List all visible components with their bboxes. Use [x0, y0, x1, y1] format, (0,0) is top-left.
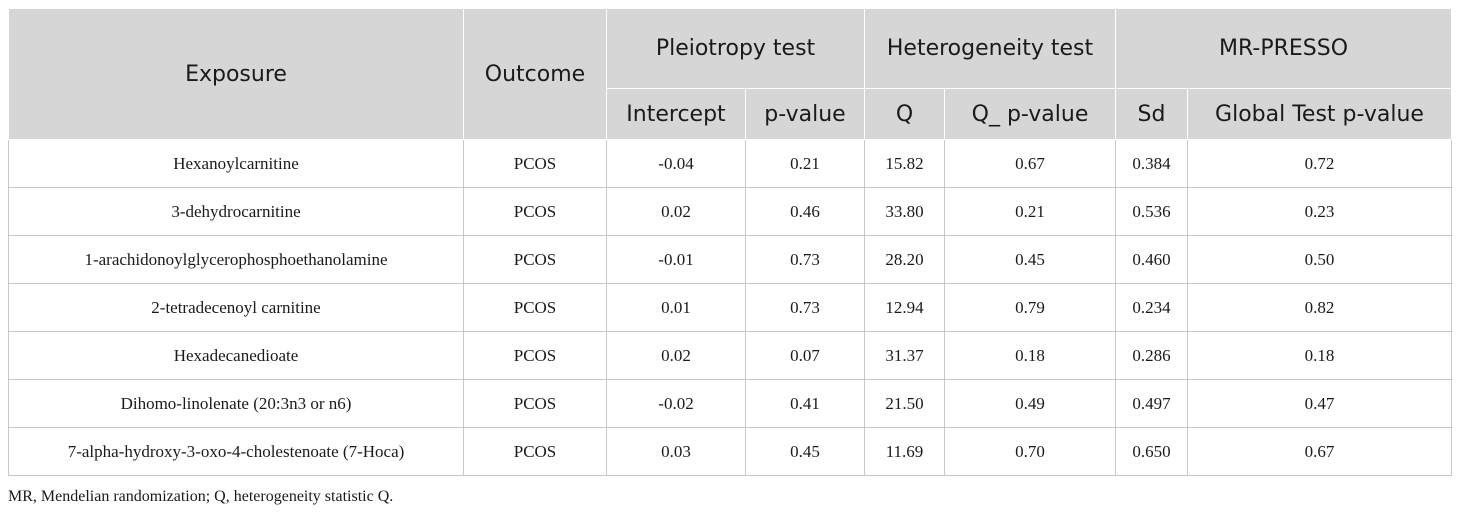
- header-p-value: p-value: [745, 88, 865, 140]
- table-row: 7-alpha-hydroxy-3-oxo-4-cholestenoate (7…: [8, 427, 1453, 476]
- cell-global-test-p-value: 0.50: [1186, 235, 1453, 284]
- header-global-test-p-value: Global Test p-value: [1186, 88, 1453, 140]
- cell-global-test-p-value: 0.18: [1186, 331, 1453, 380]
- header-q: Q: [864, 88, 945, 140]
- cell-q-p-value: 0.18: [944, 331, 1116, 380]
- cell-exposure: 2-tetradecenoyl carnitine: [8, 283, 464, 332]
- cell-q: 12.94: [864, 283, 945, 332]
- cell-p-value: 0.21: [745, 139, 865, 188]
- cell-sd: 0.384: [1115, 139, 1188, 188]
- cell-p-value: 0.46: [745, 187, 865, 236]
- cell-intercept: -0.01: [606, 235, 746, 284]
- header-exposure: Exposure: [8, 8, 464, 140]
- header-heterogeneity-test: Heterogeneity test: [864, 8, 1116, 89]
- table-row: Dihomo-linolenate (20:3n3 or n6) PCOS -0…: [8, 379, 1453, 428]
- cell-intercept: 0.03: [606, 427, 746, 476]
- cell-outcome: PCOS: [463, 139, 607, 188]
- cell-outcome: PCOS: [463, 427, 607, 476]
- cell-outcome: PCOS: [463, 187, 607, 236]
- cell-q: 33.80: [864, 187, 945, 236]
- cell-q: 15.82: [864, 139, 945, 188]
- cell-sd: 0.286: [1115, 331, 1188, 380]
- cell-intercept: 0.02: [606, 331, 746, 380]
- table-row: Hexanoylcarnitine PCOS -0.04 0.21 15.82 …: [8, 139, 1453, 188]
- cell-global-test-p-value: 0.47: [1186, 379, 1453, 428]
- header-outcome: Outcome: [463, 8, 607, 140]
- cell-sd: 0.460: [1115, 235, 1188, 284]
- results-table: Exposure Outcome Pleiotropy test Heterog…: [8, 8, 1453, 476]
- header-pleiotropy-test: Pleiotropy test: [606, 8, 865, 89]
- header-mr-presso: MR-PRESSO: [1114, 8, 1453, 89]
- cell-exposure: 1-arachidonoylglycerophosphoethanolamine: [8, 235, 464, 284]
- cell-p-value: 0.41: [745, 379, 865, 428]
- table-row: 2-tetradecenoyl carnitine PCOS 0.01 0.73…: [8, 283, 1453, 332]
- cell-global-test-p-value: 0.23: [1186, 187, 1453, 236]
- cell-q: 31.37: [864, 331, 945, 380]
- table-row: 3-dehydrocarnitine PCOS 0.02 0.46 33.80 …: [8, 187, 1453, 236]
- cell-exposure: Hexadecanedioate: [8, 331, 464, 380]
- cell-sd: 0.536: [1115, 187, 1188, 236]
- cell-exposure: Hexanoylcarnitine: [8, 139, 464, 188]
- cell-global-test-p-value: 0.67: [1186, 427, 1453, 476]
- cell-global-test-p-value: 0.72: [1186, 139, 1453, 188]
- header-sd: Sd: [1115, 88, 1188, 140]
- cell-intercept: 0.01: [606, 283, 746, 332]
- cell-p-value: 0.73: [745, 235, 865, 284]
- cell-sd: 0.650: [1115, 427, 1188, 476]
- cell-p-value: 0.73: [745, 283, 865, 332]
- cell-q-p-value: 0.21: [944, 187, 1116, 236]
- cell-q-p-value: 0.67: [944, 139, 1116, 188]
- cell-exposure: 7-alpha-hydroxy-3-oxo-4-cholestenoate (7…: [8, 427, 464, 476]
- cell-q: 21.50: [864, 379, 945, 428]
- cell-outcome: PCOS: [463, 379, 607, 428]
- cell-outcome: PCOS: [463, 331, 607, 380]
- cell-intercept: -0.04: [606, 139, 746, 188]
- table-footnote: MR, Mendelian randomization; Q, heteroge…: [8, 488, 394, 505]
- header-row-top: Exposure Outcome Pleiotropy test Heterog…: [8, 8, 1453, 140]
- cell-q-p-value: 0.70: [944, 427, 1116, 476]
- cell-outcome: PCOS: [463, 235, 607, 284]
- table-row: Hexadecanedioate PCOS 0.02 0.07 31.37 0.…: [8, 331, 1453, 380]
- cell-p-value: 0.07: [745, 331, 865, 380]
- cell-q-p-value: 0.79: [944, 283, 1116, 332]
- cell-p-value: 0.45: [745, 427, 865, 476]
- cell-q: 11.69: [864, 427, 945, 476]
- cell-sd: 0.234: [1115, 283, 1188, 332]
- header-intercept: Intercept: [606, 88, 746, 140]
- cell-q: 28.20: [864, 235, 945, 284]
- cell-q-p-value: 0.45: [944, 235, 1116, 284]
- results-table-container: Exposure Outcome Pleiotropy test Heterog…: [8, 8, 1453, 476]
- cell-outcome: PCOS: [463, 283, 607, 332]
- header-q-p-value: Q_ p-value: [944, 88, 1116, 140]
- cell-intercept: 0.02: [606, 187, 746, 236]
- cell-exposure: Dihomo-linolenate (20:3n3 or n6): [8, 379, 464, 428]
- cell-q-p-value: 0.49: [944, 379, 1116, 428]
- table-row: 1-arachidonoylglycerophosphoethanolamine…: [8, 235, 1453, 284]
- cell-intercept: -0.02: [606, 379, 746, 428]
- header-row-sub: Intercept p-value Q Q_ p-value Sd Global…: [9, 88, 1453, 140]
- cell-exposure: 3-dehydrocarnitine: [8, 187, 464, 236]
- cell-sd: 0.497: [1115, 379, 1188, 428]
- cell-global-test-p-value: 0.82: [1186, 283, 1453, 332]
